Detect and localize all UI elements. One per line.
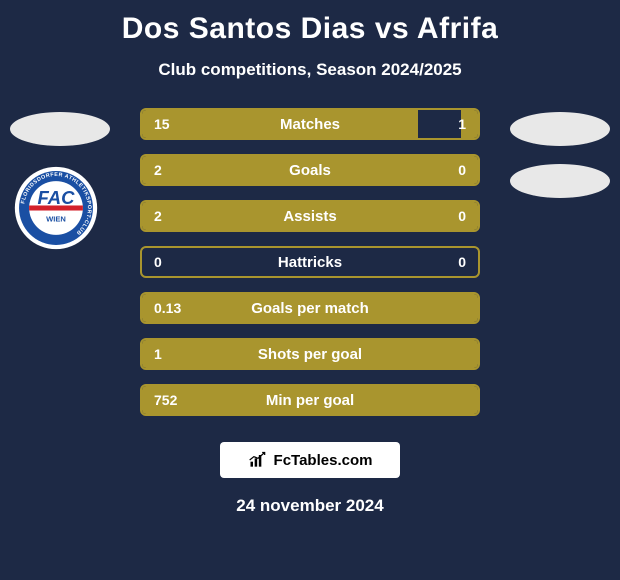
club-left-logo: FAC WIEN FLORIDSDORFER ATHLETIKSPORT-CLU… xyxy=(14,166,98,250)
stat-label: Hattricks xyxy=(188,254,432,271)
stat-label: Shots per goal xyxy=(188,346,432,363)
stat-left-value: 752 xyxy=(142,392,188,408)
stat-label: Matches xyxy=(188,116,432,133)
stat-left-value: 0 xyxy=(142,254,188,270)
stat-label: Min per goal xyxy=(188,392,432,409)
stat-label: Goals per match xyxy=(188,300,432,317)
svg-text:FAC: FAC xyxy=(38,187,76,208)
page-title: Dos Santos Dias vs Afrifa xyxy=(0,0,620,46)
stat-right-value: 0 xyxy=(432,162,478,178)
stat-left-value: 2 xyxy=(142,162,188,178)
svg-text:WIEN: WIEN xyxy=(46,214,66,223)
stat-row: 752Min per goal xyxy=(140,384,480,416)
stat-right-value: 0 xyxy=(432,254,478,270)
branding-banner: FcTables.com xyxy=(220,442,400,478)
main-content: FAC WIEN FLORIDSDORFER ATHLETIKSPORT-CLU… xyxy=(0,108,620,416)
stat-row: 15Matches1 xyxy=(140,108,480,140)
stat-right-value: 1 xyxy=(432,116,478,132)
stat-left-value: 1 xyxy=(142,346,188,362)
stats-bars: 15Matches12Goals02Assists00Hattricks00.1… xyxy=(140,108,480,416)
stat-row: 2Goals0 xyxy=(140,154,480,186)
stat-right-value: 0 xyxy=(432,208,478,224)
chart-icon xyxy=(248,450,268,470)
player-left-badge-placeholder xyxy=(10,112,110,146)
stat-left-value: 15 xyxy=(142,116,188,132)
stat-left-value: 2 xyxy=(142,208,188,224)
page-subtitle: Club competitions, Season 2024/2025 xyxy=(0,60,620,80)
footer-date: 24 november 2024 xyxy=(0,496,620,516)
stat-row: 2Assists0 xyxy=(140,200,480,232)
stat-row: 0Hattricks0 xyxy=(140,246,480,278)
club-right-badge-placeholder xyxy=(510,164,610,198)
stat-row: 0.13Goals per match xyxy=(140,292,480,324)
player-right-badge-placeholder xyxy=(510,112,610,146)
stat-row: 1Shots per goal xyxy=(140,338,480,370)
stat-label: Assists xyxy=(188,208,432,225)
stat-left-value: 0.13 xyxy=(142,300,188,316)
stat-label: Goals xyxy=(188,162,432,179)
branding-text: FcTables.com xyxy=(274,452,373,469)
